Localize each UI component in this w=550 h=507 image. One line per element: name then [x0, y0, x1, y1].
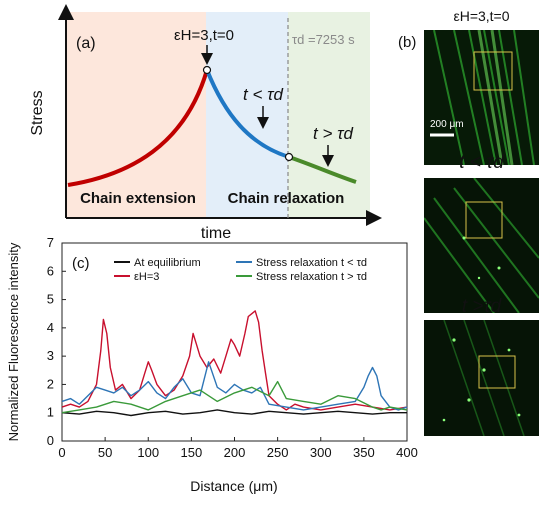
- extension-background: [66, 12, 206, 218]
- relaxation-background: [206, 12, 288, 218]
- legend-label-equilibrium: At equilibrium: [134, 257, 201, 269]
- y-tick-label: 4: [47, 320, 54, 335]
- caption-early: t < τd: [459, 152, 504, 173]
- chart-ticks: 0 50 100 150 200 250 300 350 400 0 1 2 3 4 5 6 7: [47, 235, 418, 460]
- legend-label-eh3: εH=3: [134, 271, 159, 283]
- caption-t0: εH=3,t=0: [453, 8, 510, 24]
- x-tick-label: 350: [353, 445, 375, 460]
- extension-curve: [67, 69, 209, 187]
- roi-box-t0: [473, 51, 513, 91]
- relaxation-curve-late: [288, 155, 357, 184]
- micrograph-t0-image: 200 μm: [424, 30, 539, 165]
- y-tick-label: 0: [47, 433, 54, 448]
- panel-c-label: (c): [72, 255, 90, 272]
- caption-late: t >τd: [461, 296, 502, 317]
- phase-label-relaxation: Chain relaxation: [228, 190, 345, 207]
- chart-x-axis-label: Distance (μm): [190, 478, 277, 494]
- x-tick-label: 50: [98, 445, 112, 460]
- peak-annotation: εH=3,t=0: [174, 27, 234, 44]
- roi-box-early: [465, 201, 503, 239]
- micrograph-t0: 200 μm: [424, 30, 539, 165]
- chart-legend: At equilibrium εH=3 Stress relaxation t …: [114, 257, 367, 283]
- panel-c-chart: 0 50 100 150 200 250 300 350 400 0 1 2 3 4 5 6 7 (c) At …: [6, 235, 418, 494]
- micrograph-early: [424, 178, 539, 313]
- x-tick-label: 150: [181, 445, 203, 460]
- tau-marker: [284, 152, 294, 162]
- panel-b-label: (b): [398, 34, 416, 51]
- y-tick-label: 7: [47, 235, 54, 250]
- panel-a-label: (a): [76, 35, 96, 52]
- panel-a: (a) εH=3,t=0 τd =7253 s t < τd t > τd St…: [29, 4, 382, 242]
- y-tick-label: 1: [47, 405, 54, 420]
- x-tick-label: 250: [267, 445, 289, 460]
- y-tick-label: 5: [47, 292, 54, 307]
- arrow-label-early: t < τd: [243, 85, 283, 104]
- chart-y-axis-label: Normalized Fluorescence intensity: [6, 242, 21, 441]
- series-line-1: [61, 310, 408, 411]
- series-line-3: [61, 380, 408, 414]
- y-tick-label: 3: [47, 348, 54, 363]
- y-tick-label: 6: [47, 263, 54, 278]
- y-tick-label: 2: [47, 376, 54, 391]
- micrograph-early-image: [424, 178, 539, 313]
- phase-label-extension: Chain extension: [80, 190, 196, 207]
- x-tick-label: 400: [396, 445, 418, 460]
- x-tick-label: 300: [310, 445, 332, 460]
- x-tick-label: 200: [224, 445, 246, 460]
- relaxation-curve-early: [205, 69, 290, 159]
- legend-label-early: Stress relaxation t < τd: [256, 257, 367, 269]
- series-line-0: [61, 409, 407, 417]
- arrow-label-late: t > τd: [313, 124, 353, 143]
- roi-box-late: [478, 355, 516, 389]
- a-y-axis-label: Stress: [29, 90, 46, 135]
- tau-annotation: τd =7253 s: [292, 32, 355, 47]
- micrograph-late: [424, 320, 539, 436]
- x-tick-label: 100: [137, 445, 159, 460]
- series-line-2: [61, 361, 408, 411]
- peak-marker: [202, 65, 212, 75]
- late-relaxation-background: [288, 12, 370, 218]
- scale-bar-label: 200 μm: [430, 119, 464, 130]
- chart-series: [61, 310, 408, 417]
- legend-label-late: Stress relaxation t > τd: [256, 271, 367, 283]
- micrograph-late-image: [424, 320, 539, 436]
- x-tick-label: 0: [58, 445, 65, 460]
- a-x-axis-label: time: [201, 225, 231, 242]
